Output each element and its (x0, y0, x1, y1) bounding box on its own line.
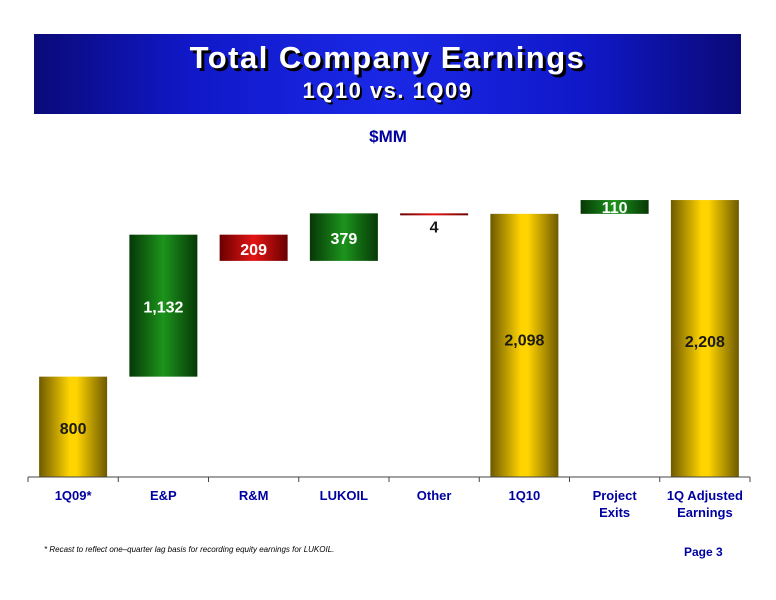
page-number: Page 3 (684, 545, 723, 559)
data-label-other: 4 (430, 219, 439, 236)
page-subtitle: 1Q10 vs. 1Q09 (302, 78, 473, 103)
bar-other (400, 213, 469, 216)
footnote: * Recast to reflect one–quarter lag basi… (44, 545, 335, 554)
category-label-1q09: 1Q09* (55, 488, 93, 503)
bar-1q-adjusted-earnings (670, 200, 739, 477)
data-label-1q-adjusted-earnings: 2,208 (685, 334, 725, 351)
bar-project-exits (580, 200, 649, 214)
data-label-project-exits: 110 (602, 200, 628, 217)
bar-r-m (219, 234, 288, 261)
bar-1q10 (490, 213, 559, 477)
category-label-other: Other (417, 488, 452, 503)
category-label-1q10: 1Q10 (508, 488, 540, 503)
unit-label: $MM (369, 127, 407, 146)
category-label-lukoil: LUKOIL (320, 488, 368, 503)
bar-lukoil (309, 213, 378, 261)
title-banner: Total Company Earnings 1Q10 vs. 1Q09 (34, 34, 741, 114)
data-label-1q10: 2,098 (504, 332, 544, 349)
category-label-project-exits: Project Exits (593, 488, 638, 520)
bar-1q09 (39, 376, 108, 477)
page-title: Total Company Earnings (189, 40, 586, 75)
category-label-r-m: R&M (239, 488, 269, 503)
data-label-lukoil: 379 (331, 231, 358, 248)
data-label-1q09: 800 (60, 421, 87, 438)
bar-e-p (129, 234, 198, 377)
category-label-1q-adjusted-earnings: 1Q Adjusted Earnings (667, 488, 743, 520)
data-label-r-m: 209 (240, 242, 267, 259)
category-label-e-p: E&P (150, 488, 177, 503)
data-label-e-p: 1,132 (143, 300, 183, 317)
